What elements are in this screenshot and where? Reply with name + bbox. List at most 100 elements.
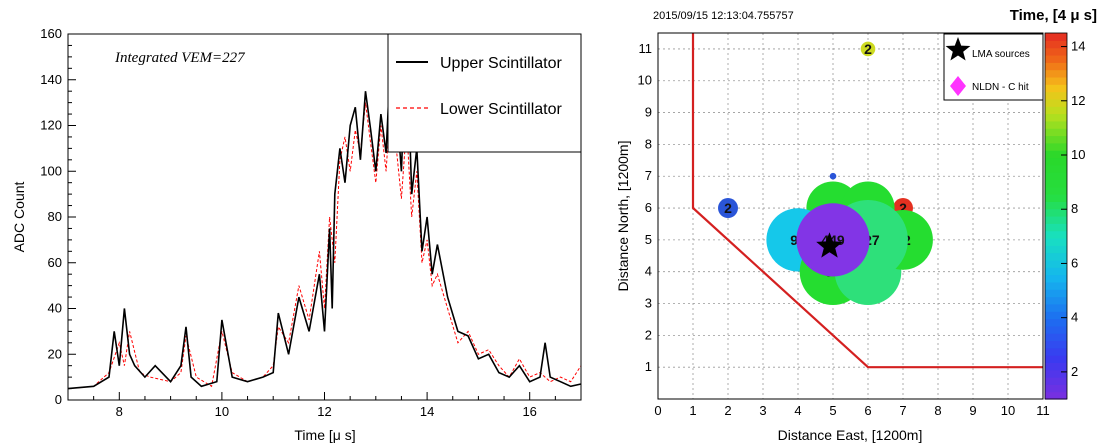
footprint-chart: 2015/09/15 12:13:04.755757 0 1 2 3 4 5 6 7 8 9 10 1… [615, 7, 1097, 443]
x-tick-label: 16 [522, 404, 536, 419]
station-vem-label: 2 [724, 200, 732, 216]
colorbar-gradient [1045, 33, 1067, 400]
station-marker: 449 [796, 203, 870, 277]
colorbar-band [1045, 69, 1067, 78]
colorbar-band [1045, 318, 1067, 327]
y-tick-label: 7 [645, 168, 652, 183]
y-tick-label: 40 [48, 301, 62, 316]
colorbar-tick-label: 2 [1071, 364, 1078, 379]
lma-source-star [816, 232, 843, 258]
footprint-plot-frame [657, 32, 1044, 400]
colorbar-band [1045, 84, 1067, 93]
legend-label-upper: Upper Scintillator [440, 55, 563, 72]
colorbar-tick-label: 14 [1071, 39, 1085, 54]
colorbar-band [1045, 333, 1067, 342]
colorbar-band [1045, 33, 1067, 41]
colorbar-band [1045, 128, 1067, 137]
colorbar-band [1045, 384, 1067, 393]
colorbar-band [1045, 150, 1067, 159]
x-tick-label: 4 [794, 403, 801, 418]
y-tick-label: 4 [645, 264, 652, 279]
colorbar-band [1045, 208, 1067, 217]
colorbar-tick-label: 6 [1071, 255, 1078, 270]
colorbar-tick-label: 10 [1071, 147, 1085, 162]
y-tick-label: 5 [645, 232, 652, 247]
colorbar-band [1045, 296, 1067, 305]
colorbar-band [1045, 172, 1067, 180]
y-tick-label: 0 [55, 392, 62, 407]
colorbar-tick-label: 12 [1071, 93, 1085, 108]
y-tick-label: 100 [40, 163, 62, 178]
station-circle [718, 198, 738, 219]
legend-label-lower: Lower Scintillator [440, 101, 563, 118]
x-tick-label: 12 [317, 404, 331, 419]
y-tick-label: 160 [40, 26, 62, 41]
y-tick-label: 10 [638, 73, 652, 88]
legend-label-lma: LMA sources [972, 49, 1030, 60]
footprint-legend: LMA sources NLDN - C hit [943, 33, 1044, 101]
y-tick-label: 140 [40, 72, 62, 87]
array-boundary-line [691, 33, 1043, 369]
waveform-y-axis-label: ADC Count [11, 181, 27, 252]
waveform-series-group [67, 33, 582, 390]
colorbar-band [1045, 157, 1067, 166]
colorbar-band [1045, 237, 1067, 246]
colorbar-band [1045, 340, 1067, 349]
colorbar-ticks: 2 4 6 8 10 12 14 [1061, 39, 1085, 379]
x-tick-label: 11 [1036, 403, 1050, 418]
station-marker: 2 [860, 41, 876, 57]
colorbar-band [1045, 281, 1067, 290]
colorbar-band [1045, 391, 1067, 400]
colorbar-tick-label: 4 [1071, 310, 1078, 325]
colorbar-band [1045, 311, 1067, 320]
colorbar-band [1045, 289, 1067, 298]
colorbar-band [1045, 325, 1067, 334]
colorbar-band [1045, 377, 1067, 385]
y-tick-label: 60 [48, 255, 62, 270]
colorbar-band [1045, 245, 1067, 254]
colorbar-band [1045, 216, 1067, 224]
detector-stations: 2228796966812227449 [718, 41, 933, 305]
colorbar-band [1045, 369, 1067, 378]
colorbar-band [1045, 40, 1067, 49]
waveform-legend-box [387, 33, 582, 153]
colorbar-band [1045, 347, 1067, 356]
colorbar-band [1045, 267, 1067, 276]
y-tick-label: 3 [645, 296, 652, 311]
y-tick-label: 20 [48, 346, 62, 361]
x-tick-label: 3 [759, 403, 766, 418]
colorbar-band [1045, 98, 1067, 107]
colorbar-band [1045, 91, 1067, 100]
x-tick-label: 8 [934, 403, 941, 418]
colorbar-band [1045, 186, 1067, 195]
footprint-x-axis-label: Distance East, [1200m] [778, 427, 923, 443]
colorbar-band [1045, 274, 1067, 283]
vem-annotation: Integrated VEM=227 [114, 50, 246, 66]
time-colorbar: Time, [4 μ s] 2 4 6 8 10 12 14 [1010, 7, 1097, 400]
colorbar-band [1045, 106, 1067, 115]
colorbar-title: Time, [4 μ s] [1010, 7, 1097, 24]
colorbar-tick-label: 8 [1071, 201, 1078, 216]
waveform-legend: Upper Scintillator Lower Scintillator [387, 33, 582, 153]
legend-diamond-icon [950, 76, 966, 96]
series-line-upper-scintillator [67, 33, 582, 390]
station-circle [796, 203, 870, 277]
colorbar-band [1045, 142, 1067, 151]
y-tick-label: 120 [40, 118, 62, 133]
colorbar-band [1045, 76, 1067, 85]
colorbar-band [1045, 62, 1067, 71]
x-tick-label: 14 [420, 404, 434, 419]
y-tick-label: 6 [645, 200, 652, 215]
station-vem-label: 2 [864, 41, 872, 57]
x-tick-label: 10 [1001, 403, 1015, 418]
colorbar-band [1045, 194, 1067, 202]
station-marker: 2 [718, 198, 738, 219]
colorbar-band [1045, 362, 1067, 371]
colorbar-band [1045, 223, 1067, 232]
station-vem-label: 2 [899, 200, 907, 216]
y-tick-label: 8 [645, 136, 652, 151]
x-tick-label: 10 [215, 404, 229, 419]
y-tick-label: 2 [645, 327, 652, 342]
colorbar-band [1045, 259, 1067, 268]
